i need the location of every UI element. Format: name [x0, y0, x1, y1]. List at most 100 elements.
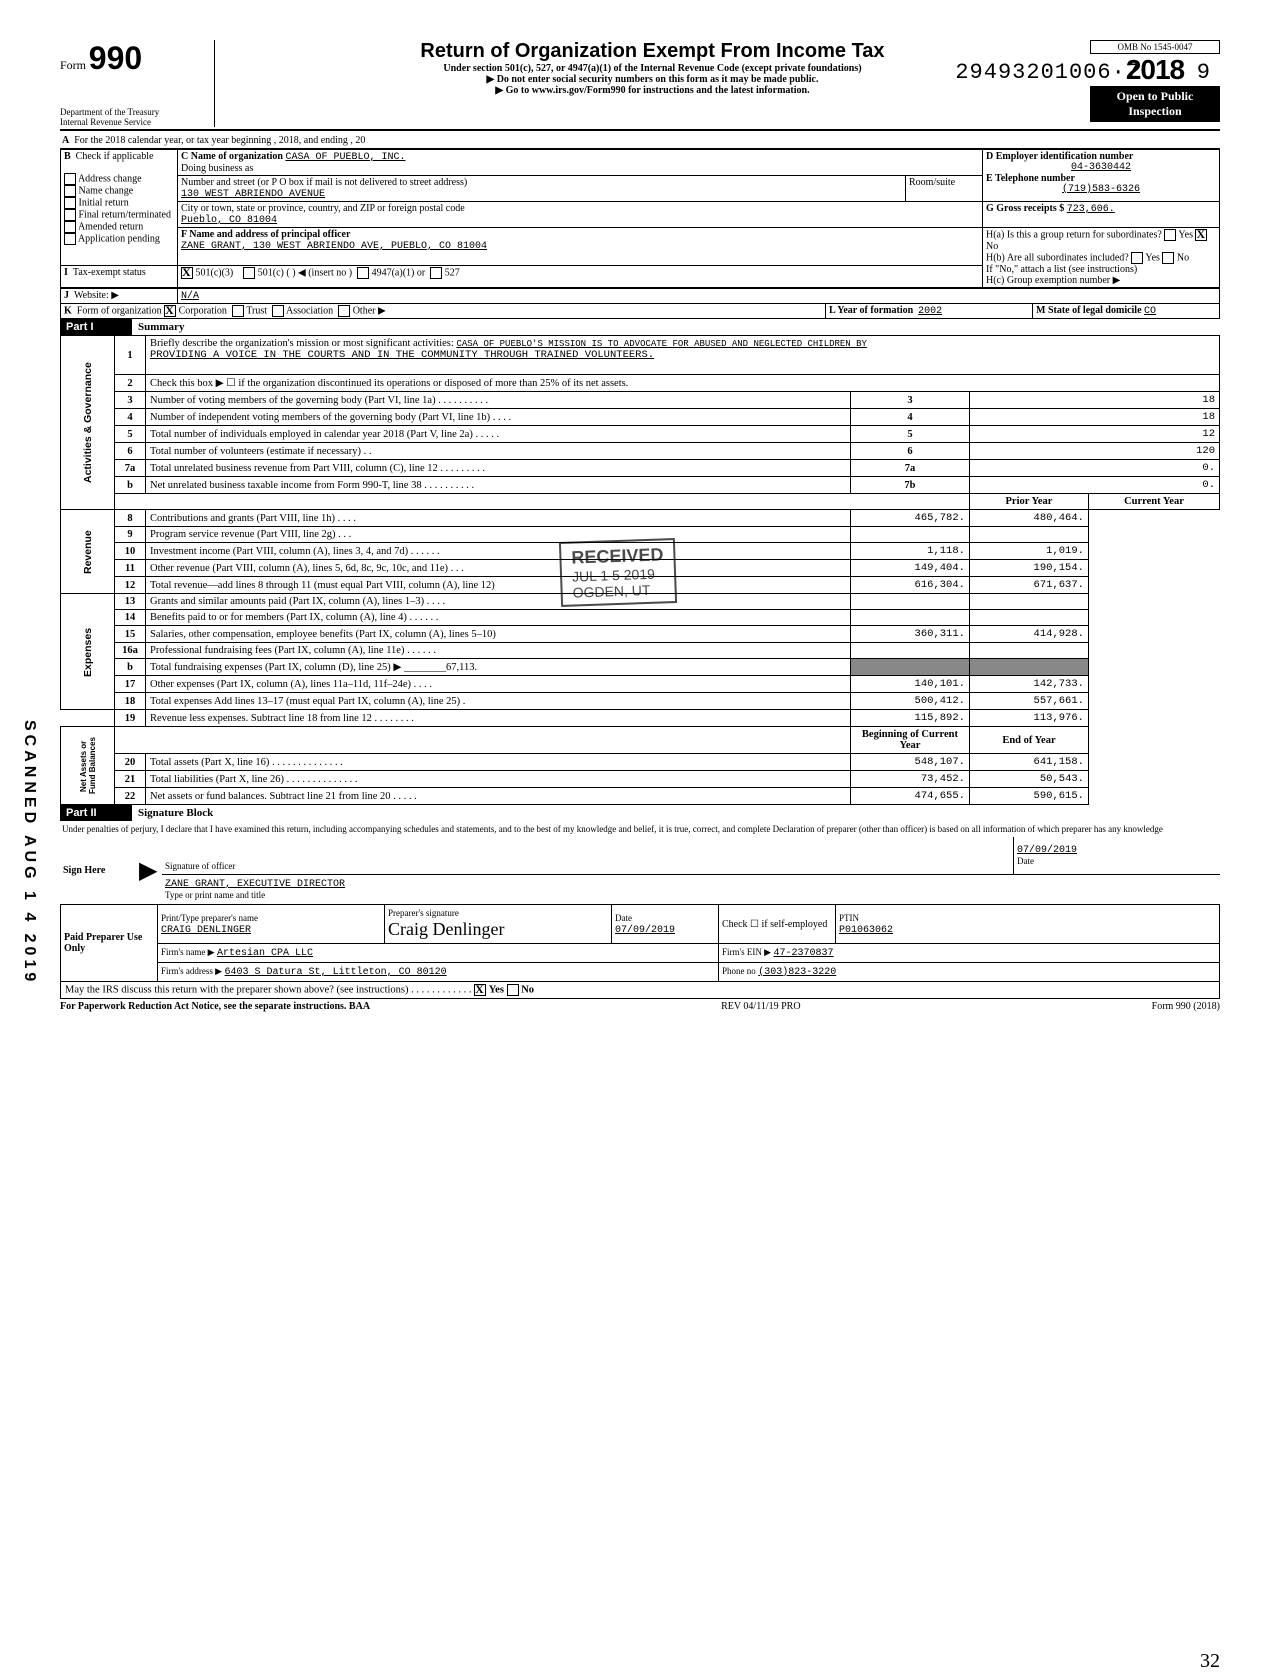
mission-text1: CASA OF PUEBLO'S MISSION IS TO ADVOCATE …: [456, 339, 866, 349]
checkbox-application-pending[interactable]: [64, 233, 76, 245]
paid-preparer-label: Paid Preparer Use Only: [61, 905, 158, 982]
checkbox-assoc[interactable]: [272, 305, 284, 317]
line-14-current: [969, 610, 1088, 626]
line-13-no: 13: [115, 594, 146, 610]
year-formation: 2002: [918, 306, 942, 317]
checkbox-4947[interactable]: [357, 267, 369, 279]
scanned-stamp: SCANNED AUG 1 4 2019: [20, 720, 38, 985]
line-13-current: [969, 594, 1088, 610]
line-10-text: Investment income (Part VIII, column (A)…: [146, 543, 851, 560]
prep-signature: Craig Denlinger: [388, 919, 504, 939]
line-22-eoy: 590,615.: [969, 788, 1088, 805]
line-4-text: Number of independent voting members of …: [146, 409, 851, 426]
label-4947: 4947(a)(1) or: [372, 267, 426, 278]
line-5-text: Total number of individuals employed in …: [146, 426, 851, 443]
checkbox-address-change[interactable]: [64, 173, 76, 185]
label-527: 527: [445, 267, 460, 278]
org-name: CASA OF PUEBLO, INC.: [285, 152, 405, 163]
checkbox-name-change[interactable]: [64, 185, 76, 197]
line-11-text: Other revenue (Part VIII, column (A), li…: [146, 560, 851, 577]
section-d-label: D Employer identification number: [986, 151, 1133, 162]
label-other: Other ▶: [353, 305, 386, 316]
checkbox-other[interactable]: [338, 305, 350, 317]
line-12-text: Total revenue—add lines 8 through 11 (mu…: [146, 577, 851, 594]
checkbox-hb-yes[interactable]: [1131, 252, 1143, 264]
line-15-text: Salaries, other compensation, employee b…: [146, 626, 851, 643]
line-8-current: 480,464.: [969, 510, 1088, 527]
phone-value: (719)583-6326: [986, 184, 1216, 195]
line-11-current: 190,154.: [969, 560, 1088, 577]
ptin-label: PTIN: [839, 913, 859, 923]
line-8-prior: 465,782.: [850, 510, 969, 527]
checkbox-501c3[interactable]: [181, 267, 193, 279]
checkbox-hb-no[interactable]: [1162, 252, 1174, 264]
sign-here-label: Sign Here: [60, 837, 136, 904]
line-15-prior: 360,311.: [850, 626, 969, 643]
checkbox-ha-yes[interactable]: [1164, 229, 1176, 241]
line-16a-no: 16a: [115, 643, 146, 659]
officer-name-title: ZANE GRANT, EXECUTIVE DIRECTOR: [165, 879, 345, 890]
checkbox-527[interactable]: [430, 267, 442, 279]
line-13-prior: [850, 594, 969, 610]
line-12-no: 12: [115, 577, 146, 594]
checkbox-corp[interactable]: [164, 305, 176, 317]
officer-value: ZANE GRANT, 130 WEST ABRIENDO AVE, PUEBL…: [181, 241, 487, 252]
line-18-current: 557,661.: [969, 693, 1088, 710]
side-revenue: Revenue: [61, 510, 115, 594]
line-17-no: 17: [115, 676, 146, 693]
form-title: Return of Organization Exempt From Incom…: [245, 40, 1060, 63]
line-17-current: 142,733.: [969, 676, 1088, 693]
prep-name-label: Print/Type preparer's name: [161, 913, 258, 923]
checkbox-discuss-yes[interactable]: [474, 984, 486, 996]
label-amended: Amended return: [78, 221, 143, 232]
line-9-no: 9: [115, 527, 146, 543]
checkbox-trust[interactable]: [232, 305, 244, 317]
checkbox-501c[interactable]: [243, 267, 255, 279]
line-16a-prior: [850, 643, 969, 659]
footer-left: For Paperwork Reduction Act Notice, see …: [60, 1001, 370, 1012]
line-21-no: 21: [115, 771, 146, 788]
tax-exempt-label: Tax-exempt status: [73, 267, 146, 278]
label-address-change: Address change: [78, 173, 142, 184]
check-if-applicable: Check if applicable: [76, 151, 154, 162]
line-9-text: Program service revenue (Part VIII, line…: [146, 527, 851, 543]
checkbox-final-return[interactable]: [64, 209, 76, 221]
line-20-text: Total assets (Part X, line 16) . . . . .…: [146, 754, 851, 771]
section-f-label: F Name and address of principal officer: [181, 229, 350, 240]
discuss-label: May the IRS discuss this return with the…: [65, 984, 472, 995]
line-17-prior: 140,101.: [850, 676, 969, 693]
line-5-no: 5: [115, 426, 146, 443]
line-22-text: Net assets or fund balances. Subtract li…: [146, 788, 851, 805]
state-domicile: CO: [1144, 306, 1156, 317]
label-name-change: Name change: [79, 185, 134, 196]
label-501c3: 501(c)(3): [196, 267, 234, 278]
part1-label: Part I: [60, 319, 132, 335]
line-18-prior: 500,412.: [850, 693, 969, 710]
line-5-value: 12: [969, 426, 1219, 443]
prep-date-label: Date: [615, 913, 632, 923]
dept-line2: Internal Revenue Service: [60, 117, 210, 127]
line-3-no: 3: [115, 392, 146, 409]
line-21-boy: 73,452.: [850, 771, 969, 788]
label-501c: 501(c) ( ) ◀ (insert no ): [258, 267, 352, 278]
hc-label: H(c) Group exemption number ▶: [986, 275, 1120, 286]
col-boy: Beginning of Current Year: [850, 727, 969, 754]
line-6-box: 6: [850, 443, 969, 460]
col-eoy: End of Year: [969, 727, 1088, 754]
checkbox-amended[interactable]: [64, 221, 76, 233]
sign-arrow-icon: ▶: [136, 837, 162, 904]
checkbox-initial-return[interactable]: [64, 197, 76, 209]
line-7a-value: 0.: [969, 460, 1219, 477]
checkbox-ha-no[interactable]: [1195, 229, 1207, 241]
firm-addr: 6403 S Datura St, Littleton, CO 80120: [225, 967, 447, 978]
label-assoc: Association: [286, 305, 333, 316]
line-18-no: 18: [115, 693, 146, 710]
checkbox-discuss-no[interactable]: [507, 984, 519, 996]
line-7b-no: b: [115, 477, 146, 494]
sign-date-label: Date: [1017, 856, 1217, 866]
sign-date: 07/09/2019: [1017, 845, 1217, 856]
line-3-box: 3: [850, 392, 969, 409]
line-22-boy: 474,655.: [850, 788, 969, 805]
line-10-no: 10: [115, 543, 146, 560]
line-20-eoy: 641,158.: [969, 754, 1088, 771]
